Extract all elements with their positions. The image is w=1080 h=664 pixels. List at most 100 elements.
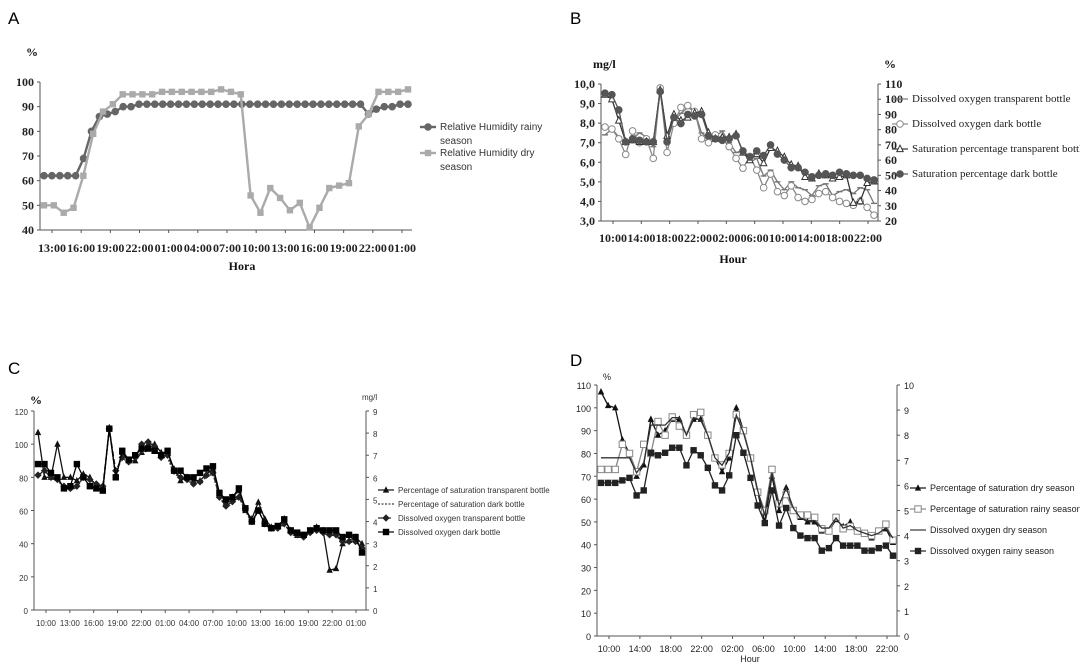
data-point [746,153,754,161]
data-point [80,474,87,481]
y-right-tick-label: 1 [904,607,909,617]
data-point [245,100,254,108]
data-point [60,473,68,480]
data-point [388,102,396,111]
y-tick-label: 90 [22,100,34,114]
data-point [60,485,68,492]
x-tick-label: 02:00 [721,644,744,654]
data-point [733,404,740,411]
legend-label: Relative Humidity rainy [440,122,542,133]
data-point [277,100,286,108]
x-tick-label: 22:00 [359,241,387,255]
data-point [196,469,204,477]
legend-item: Saturation percentage dark bottle [892,168,1058,180]
data-point [718,136,727,145]
data-point [255,498,262,505]
data-point [222,100,230,108]
data-point [797,532,804,539]
x-tick-label: 22:00 [854,231,882,245]
data-point [281,516,288,523]
data-point [285,100,294,108]
data-point [89,130,97,137]
data-point [253,100,262,108]
data-point [73,482,81,490]
data-point [825,544,833,552]
data-point [166,100,175,108]
x-tick-label: 16:00 [67,241,95,255]
data-point [216,489,223,497]
y-tick-label: 6,0 [580,155,595,169]
data-point [768,487,776,494]
legend-label: Dissolved oxygen dark bottle [912,118,1041,130]
legend-swatch-marker [424,123,432,131]
data-point [54,440,61,447]
data-point [711,135,720,143]
data-point [385,88,392,96]
data-point [621,150,630,159]
data-point [668,413,676,421]
legend-label: Percentage of saturation rainy season [930,504,1080,514]
data-point [828,193,837,202]
x-tick-label: 22:00 [126,241,154,255]
y-tick-label: 60 [581,495,591,505]
data-point [129,91,136,98]
y-right-tick-label: 0 [904,632,909,642]
y-right-tick-label: 40 [885,184,897,198]
data-point [832,534,840,542]
data-point [614,135,623,143]
x-tick-label: 07:00 [203,619,224,628]
data-point [790,524,797,532]
x-tick-label: 13:00 [271,241,299,255]
data-point [157,452,165,459]
data-point [654,431,662,438]
data-point [158,88,166,96]
legend-swatch-marker [896,170,904,178]
data-point [725,472,733,479]
data-point [759,158,768,167]
data-point [732,154,740,163]
data-point [274,522,281,530]
y-right-tick-label: 90 [885,107,897,121]
data-point [215,493,224,501]
data-point [222,496,230,503]
data-point [704,464,712,472]
data-point [209,463,217,470]
data-point [752,147,761,155]
data-point [306,527,314,534]
data-point [203,465,210,472]
y-tick-label: 9,0 [580,97,595,111]
data-point [404,100,412,108]
data-point [621,138,630,146]
data-point [235,485,243,492]
data-point [842,170,851,178]
x-tick-label: 01:00 [155,241,183,255]
data-point [317,100,325,108]
x-tick-label: 10:00 [769,231,797,245]
y-right-tick-label: 0 [373,607,378,616]
data-point [143,100,151,108]
data-point [178,88,185,96]
series-line [601,412,894,539]
data-point [863,203,871,212]
y-tick-label: 40 [22,223,34,237]
data-point [332,527,340,534]
data-point [268,524,275,532]
x-tick-label: 18:00 [845,644,868,654]
series-line [44,88,409,231]
data-point [697,408,705,417]
legend-label: season [440,162,472,173]
data-point [808,195,816,204]
data-point [47,469,55,477]
data-point [608,125,616,133]
data-point [725,135,733,143]
y-tick-label: 0 [586,632,591,642]
data-point [794,193,802,202]
data-point [825,527,833,535]
data-point [669,444,676,451]
data-point [690,447,697,454]
data-point [67,473,74,480]
data-point [202,471,211,479]
data-point [99,487,106,494]
x-tick-label: 18:00 [826,231,854,245]
